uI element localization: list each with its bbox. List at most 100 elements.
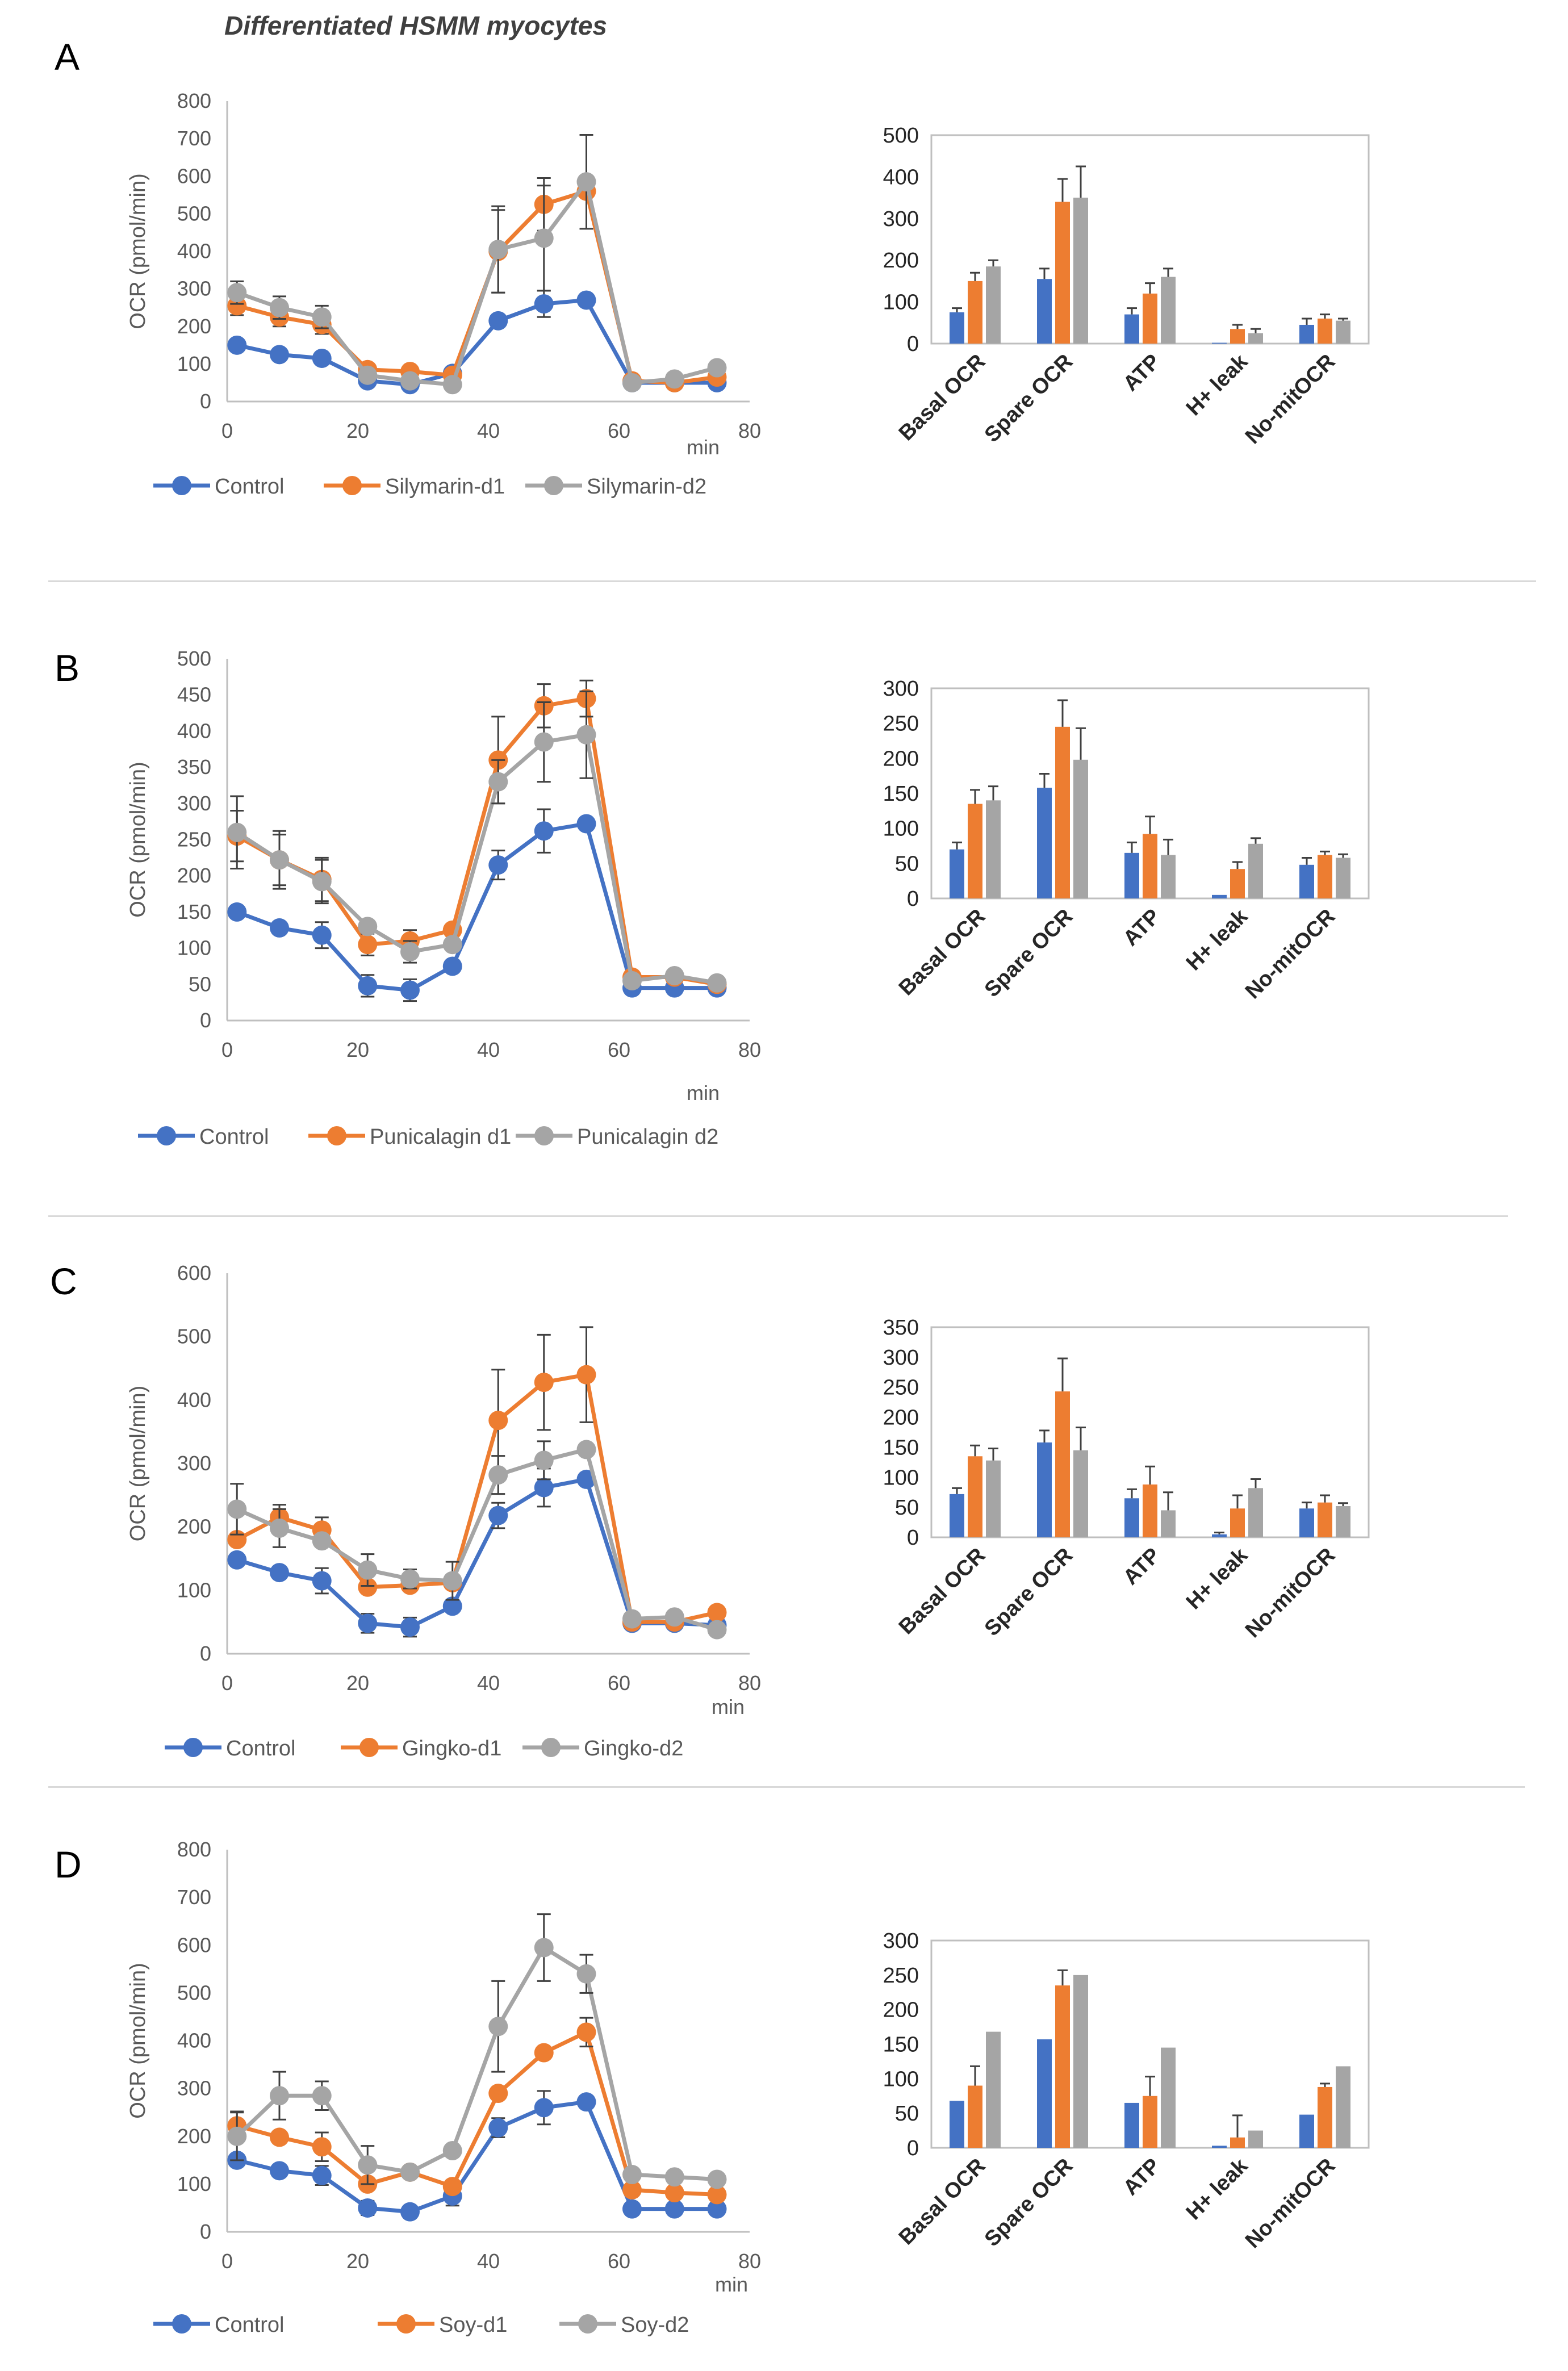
y-tick-label: 400 — [177, 240, 211, 263]
y-tick-label: 150 — [177, 900, 211, 923]
bar — [1299, 2114, 1314, 2148]
data-point — [270, 298, 289, 317]
x-axis-label: min — [712, 1695, 745, 1718]
data-point — [576, 725, 596, 745]
data-point — [358, 365, 378, 385]
y-tick-label: 800 — [177, 1838, 211, 1861]
bar — [1212, 894, 1227, 898]
data-point — [358, 976, 378, 996]
panel-separator — [48, 1786, 1525, 1788]
data-point — [312, 1571, 332, 1591]
bar — [950, 312, 964, 344]
data-point — [707, 1620, 727, 1640]
data-point — [227, 1550, 247, 1570]
x-tick-label: 60 — [608, 2249, 630, 2273]
bar — [1336, 1506, 1350, 1537]
y-axis-label: OCR (pmol/min) — [126, 173, 150, 329]
x-tick-label: 40 — [477, 1038, 500, 1061]
data-point — [312, 348, 332, 368]
x-tick-label: 20 — [346, 419, 369, 442]
legend-label: Punicalagin d1 — [370, 1125, 511, 1149]
data-point — [227, 822, 247, 842]
legend-label: Gingko-d1 — [402, 1737, 501, 1761]
data-point — [488, 2017, 508, 2037]
data-point — [664, 2183, 684, 2203]
data-point — [576, 2092, 596, 2112]
y-tick-label: 0 — [907, 332, 919, 356]
data-point — [707, 973, 727, 993]
bar — [1161, 277, 1176, 344]
y-tick-label: 700 — [177, 1885, 211, 1909]
data-point — [622, 2180, 642, 2199]
y-tick-label: 200 — [883, 1406, 919, 1430]
data-point — [270, 918, 289, 938]
y-tick-label: 150 — [883, 2033, 919, 2057]
y-tick-label: 250 — [177, 828, 211, 851]
bar — [986, 266, 1001, 344]
category-label: No-mitOCR — [1241, 2154, 1340, 2253]
y-tick-label: 100 — [883, 291, 919, 315]
y-tick-label: 350 — [883, 1316, 919, 1340]
y-tick-label: 150 — [883, 1436, 919, 1460]
y-axis-label: OCR (pmol/min) — [126, 762, 150, 917]
data-point — [442, 2140, 462, 2160]
data-point — [707, 1603, 727, 1623]
bar — [1230, 1508, 1245, 1537]
bar — [1318, 855, 1332, 898]
data-point — [270, 1563, 289, 1583]
y-tick-label: 100 — [883, 1466, 919, 1490]
bar — [986, 2031, 1001, 2148]
bar — [1055, 726, 1070, 898]
data-point — [622, 2165, 642, 2185]
data-point — [442, 935, 462, 955]
y-tick-label: 200 — [177, 2125, 211, 2148]
data-point — [358, 1560, 378, 1580]
data-point — [400, 2202, 420, 2222]
y-tick-label: 300 — [177, 1452, 211, 1475]
legend-marker — [359, 1738, 379, 1757]
y-tick-label: 50 — [895, 1496, 919, 1520]
bar — [950, 2101, 964, 2148]
data-point — [664, 2199, 684, 2219]
legend-marker — [327, 1126, 346, 1145]
data-point — [227, 335, 247, 355]
bar — [1248, 843, 1263, 898]
x-tick-label: 80 — [738, 1671, 761, 1695]
x-tick-label: 0 — [221, 419, 233, 442]
bar — [1336, 320, 1350, 344]
legend-label: Punicalagin d2 — [577, 1125, 718, 1149]
legend-label: Soy-d2 — [621, 2313, 689, 2337]
y-tick-label: 200 — [883, 747, 919, 771]
panel-letter-b: B — [55, 647, 80, 689]
bar — [1230, 2137, 1245, 2148]
data-point — [534, 294, 554, 314]
bar — [1299, 864, 1314, 898]
y-tick-label: 300 — [883, 207, 919, 231]
data-point — [707, 358, 727, 378]
x-tick-label: 40 — [477, 2249, 500, 2273]
data-point — [442, 956, 462, 976]
y-tick-label: 150 — [883, 782, 919, 806]
data-point — [622, 373, 642, 392]
bar — [950, 849, 964, 898]
y-tick-label: 300 — [177, 2077, 211, 2100]
y-axis-label: OCR (pmol/min) — [126, 1386, 150, 1541]
y-tick-label: 100 — [177, 1578, 211, 1601]
legend-label: Gingko-d2 — [584, 1737, 683, 1761]
y-tick-label: 50 — [895, 2102, 919, 2126]
legend-marker — [172, 2314, 191, 2334]
y-tick-label: 100 — [883, 817, 919, 841]
data-point — [312, 872, 332, 892]
data-point — [576, 1440, 596, 1460]
data-point — [488, 1506, 508, 1525]
data-point — [227, 283, 247, 303]
y-axis-label: OCR (pmol/min) — [126, 1963, 150, 2118]
data-point — [400, 942, 420, 961]
y-tick-label: 600 — [177, 1261, 211, 1285]
data-point — [576, 290, 596, 310]
y-tick-label: 200 — [177, 1515, 211, 1538]
bar — [950, 1494, 964, 1537]
x-tick-label: 40 — [477, 1671, 500, 1695]
